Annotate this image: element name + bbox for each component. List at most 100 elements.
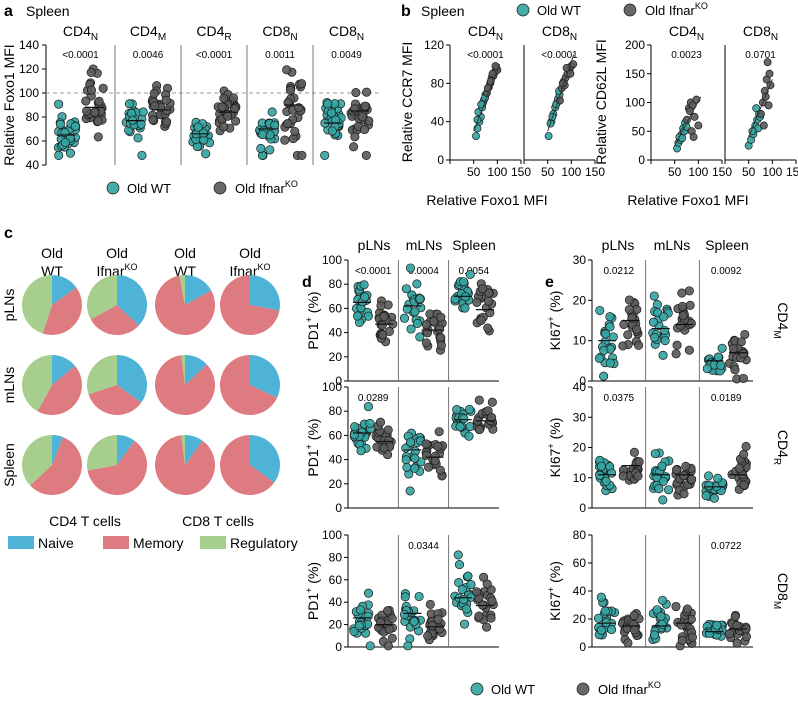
panel-d-point-ko	[486, 613, 496, 623]
panel-e-point-ko	[678, 311, 688, 321]
panel-e-point-ko	[685, 300, 695, 310]
panel-e-point-wt	[657, 461, 667, 471]
panel-e-point-ko	[634, 340, 644, 350]
panel-a-group-title: CD8N	[262, 23, 297, 43]
panel-e-ytick-label: 60	[573, 556, 587, 570]
panel-d-point-ko	[383, 606, 393, 616]
panel-e-point-ko	[634, 457, 644, 467]
panel-e-ytick-label: 0	[579, 640, 586, 654]
panel-b-point-ko	[764, 101, 773, 110]
panel-e-point-ko	[681, 461, 691, 471]
panel-e-point-ko	[739, 449, 749, 459]
panel-a-group-title: CD8N	[329, 23, 364, 43]
panel-a-point-ko	[228, 93, 239, 103]
panel-d-point-ko	[384, 624, 394, 634]
panel-e-point-wt	[600, 606, 610, 616]
panel-e-point-wt	[605, 358, 615, 368]
panel-b-legend-ko-marker	[623, 3, 637, 17]
panel-d-point-ko	[376, 617, 386, 627]
panel-c-pie-slice-regulatory	[21, 355, 52, 412]
panel-b-plot-title: CD4N	[669, 23, 704, 43]
panel-d-point-ko	[378, 330, 388, 340]
panel-e-point-ko	[724, 629, 735, 639]
panel-e-point-wt	[658, 595, 668, 605]
panel-e-point-ko	[624, 304, 634, 315]
panel-b-pvalue: 0.0701	[745, 50, 776, 61]
panel-e-point-ko	[633, 471, 643, 481]
panel-e-point-wt	[702, 364, 712, 374]
panel-c-pie-slice-memory	[87, 440, 147, 495]
panel-d-point-wt	[402, 462, 412, 472]
panel-d-point-wt	[365, 641, 375, 651]
panel-d-point-ko	[487, 412, 497, 423]
panel-c-pie-slice-regulatory	[181, 435, 185, 465]
panel-d-point-wt	[412, 279, 422, 289]
panel-c-pie-slice-memory	[30, 437, 83, 496]
panel-d-point-wt	[363, 611, 373, 621]
panel-a-point-ko	[297, 79, 307, 89]
panel-d-ytick-label: 0	[335, 640, 342, 654]
panel-d-point-wt	[410, 307, 420, 317]
panel-d-point-ko	[421, 450, 431, 460]
panel-a-point-wt	[54, 150, 64, 160]
panel-d-point-ko	[482, 622, 492, 632]
panel-e-point-wt	[596, 625, 606, 635]
panel-d-point-ko	[436, 312, 446, 322]
panel-a-point-ko	[90, 107, 100, 117]
panel-b-ytick-label: 150	[625, 67, 645, 81]
panel-b-fit-line	[547, 54, 575, 132]
panel-d-point-ko	[379, 443, 389, 453]
panel-d-ytick-label: 80	[329, 404, 343, 418]
panel-a-point-wt	[136, 119, 146, 129]
panel-d-ytick-label: 80	[329, 550, 343, 564]
panel-c-pie-slice-naive	[250, 355, 280, 398]
panel-c-pie-slice-naive	[117, 355, 147, 403]
panel-d-point-wt	[349, 430, 359, 440]
panel-e-point-wt	[713, 473, 723, 483]
panel-e-point-ko	[677, 288, 687, 298]
panel-a-pvalue: <0.0001	[62, 50, 99, 61]
panel-e-point-wt	[607, 468, 617, 478]
panel-c-pie-slice-naive	[52, 275, 77, 305]
panel-c-legend-label: Regulatory	[230, 535, 298, 551]
panel-a-pvalue: 0.0049	[331, 50, 362, 61]
panel-d-point-wt	[415, 294, 425, 304]
panel-c-col-header: Old	[174, 245, 196, 261]
panel-e-point-ko	[687, 632, 697, 642]
bottom-legend-ko-marker	[576, 682, 590, 696]
panel-d-point-ko	[485, 308, 495, 318]
panel-e-point-ko	[623, 330, 633, 340]
panel-d-ytick-label: 40	[329, 595, 343, 609]
panel-e-point-ko	[735, 463, 745, 473]
panel-e-point-ko	[679, 471, 689, 481]
panel-c-pie-slice-regulatory	[22, 435, 52, 486]
bottom-legend-ko-label: Old IfnarKO	[598, 680, 661, 697]
panel-c-pie-slice-naive	[250, 275, 281, 311]
panel-e-point-wt	[594, 353, 604, 363]
panel-c-pie-slice-regulatory	[21, 275, 52, 334]
panel-b-point-wt	[472, 132, 480, 140]
panel-d-point-ko	[421, 320, 432, 330]
panel-e-point-wt	[605, 312, 615, 322]
panel-e-ylabel: KI67+ (%)	[546, 418, 563, 478]
panel-a-pvalue: <0.0001	[196, 50, 233, 61]
panel-e-point-ko	[732, 620, 742, 630]
panel-e-ylabel: KI67+ (%)	[546, 291, 563, 351]
panel-d-point-wt	[414, 591, 424, 602]
panel-e-point-wt	[712, 620, 722, 630]
panel-c-pie-slice-memory	[220, 355, 278, 415]
panel-d-point-ko	[387, 633, 397, 643]
panel-d-point-wt	[405, 486, 415, 496]
panel-d-point-ko	[436, 340, 446, 350]
panel-d-ytick-label: 20	[329, 350, 343, 364]
panel-a-point-ko	[162, 117, 172, 127]
panel-d-point-ko	[424, 462, 434, 472]
panel-d-ytick-label: 100	[322, 528, 342, 542]
panel-a-point-ko	[361, 150, 371, 160]
panel-b-point-wt	[752, 104, 761, 113]
panel-a-point-wt	[193, 122, 203, 132]
panel-c-pie-slice-regulatory	[179, 275, 185, 305]
panel-d-ytick-label: 60	[329, 573, 343, 587]
panel-b-xtick-label: 150	[585, 165, 605, 179]
panel-e-point-ko	[676, 620, 686, 630]
